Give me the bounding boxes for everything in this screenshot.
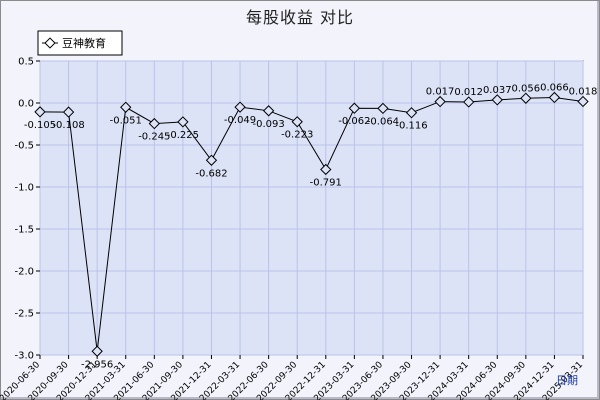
y-tick-label: -2.5 [14,309,34,320]
data-label: 0.056 [512,83,541,94]
data-point [291,116,303,128]
data-label: -2.956 [81,359,113,370]
data-label: -0.791 [310,177,342,188]
data-points [34,91,589,357]
data-point [548,91,561,104]
data-point [320,163,332,176]
data-label: -0.225 [167,130,199,141]
plot-area [39,60,584,356]
data-label: 0.066 [540,82,569,93]
data-label: -0.051 [110,115,142,126]
x-axis-label: 日期 [556,374,578,387]
data-point [463,96,475,108]
data-label: 0.012 [454,87,483,98]
y-tick-label: -1.5 [14,225,34,236]
data-point [377,102,389,115]
legend-label: 豆神教育 [62,36,106,50]
data-label: -0.049 [224,115,256,126]
data-label: -0.682 [195,168,227,179]
data-point [491,94,503,106]
data-label: 0.017 [426,87,455,98]
legend-marker [44,37,56,49]
y-axis-ticks: 0.5 0.0 -0.5 -1.0 -1.5 -2.0 -2.5 -3.0 [14,57,40,362]
data-point [177,116,189,128]
data-point [234,101,246,113]
y-tick-label: 0.5 [18,57,34,68]
data-point [148,117,160,130]
data-point [348,102,361,114]
data-point [405,107,418,119]
y-tick-label: 0.0 [18,99,34,110]
data-point [520,92,532,104]
data-label: -0.108 [52,120,84,131]
data-label: -0.062 [338,116,370,127]
data-point [262,105,275,117]
legend: 豆神教育 [37,30,123,56]
data-label: -0.116 [395,121,427,132]
chart-title: 每股收益 对比 [245,8,355,27]
y-tick-label: -3.0 [14,351,34,362]
data-label: -0.105 [24,120,56,131]
data-point [91,345,103,357]
data-label: -0.093 [253,119,285,130]
data-point [34,106,46,118]
data-label: 0.037 [483,85,512,96]
data-point [434,95,446,108]
data-point [205,154,218,166]
data-label: 0.018 [569,86,598,97]
data-point [62,106,75,118]
y-tick-label: -1.0 [14,183,34,194]
data-labels: -0.105-0.108 -2.956 -0.051 -0.245-0.225 -0.6… [24,82,597,370]
y-tick-label: -2.0 [14,267,34,278]
data-label: -0.223 [281,130,313,141]
data-point [120,101,132,113]
grid-lines [39,60,584,356]
y-tick-label: -0.5 [14,141,34,152]
data-label: -0.245 [138,132,170,143]
data-point [577,95,589,108]
data-label: -0.064 [367,116,399,127]
